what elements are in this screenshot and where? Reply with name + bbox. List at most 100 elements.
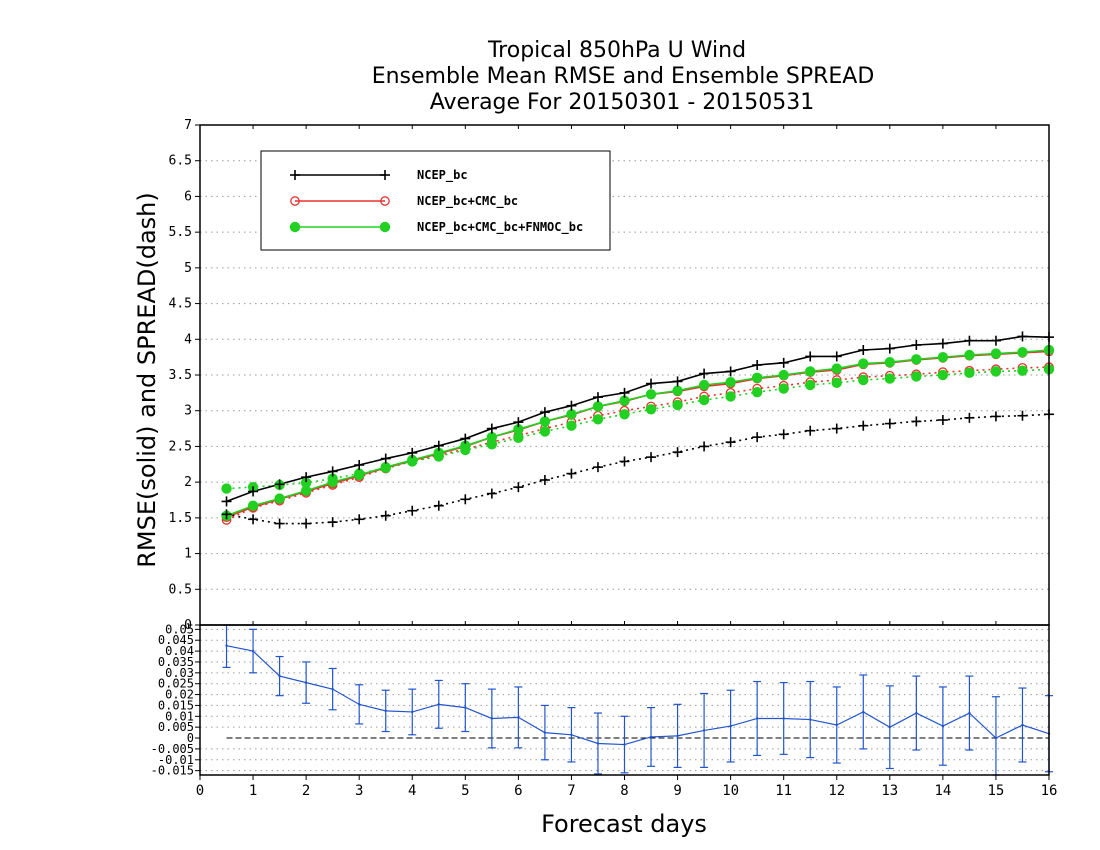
legend-item: NCEP_bc: [290, 168, 468, 183]
legend: NCEP_bc NCEP_bc+CMC_bc NCEP_bc+CMC_bc+FNMO…: [260, 150, 611, 251]
top-y-tick-label: 0.5: [169, 582, 192, 597]
rmse-point-ncep-bc: [937, 338, 948, 349]
spread-point-ncep-bc: [274, 518, 285, 529]
spread-point-ncep-bc-cmc-bc-fnmoc-bc: [1017, 365, 1028, 376]
legend-marker: [380, 170, 390, 180]
rmse-point-ncep-bc-cmc-bc-fnmoc-bc: [831, 363, 842, 374]
rmse-point-ncep-bc-cmc-bc-fnmoc-bc: [884, 356, 896, 368]
legend-marker: [290, 170, 300, 180]
legend-label: NCEP_bc+CMC_bc: [417, 194, 518, 209]
rmse-point-ncep-bc: [725, 366, 736, 377]
difference-point: [676, 734, 679, 738]
difference-point: [702, 729, 706, 732]
x-tick-label: 2: [302, 783, 310, 799]
rmse-point-ncep-bc: [1017, 331, 1028, 342]
spread-line-ncep-bc: [226, 413, 1050, 525]
bottom-y-tick-label: 0.05: [165, 622, 194, 636]
spread-point-ncep-bc: [566, 468, 577, 479]
difference-point: [517, 716, 520, 719]
x-tick-label: 12: [828, 783, 845, 799]
difference-point: [649, 735, 653, 739]
difference-point: [278, 674, 281, 678]
rmse-point-ncep-bc-cmc-bc-fnmoc-bc: [672, 385, 683, 396]
rmse-point-ncep-bc: [407, 447, 418, 458]
spread-point-ncep-bc-cmc-bc-fnmoc-bc: [619, 409, 630, 420]
rmse-point-ncep-bc: [274, 479, 285, 490]
difference-point: [225, 644, 228, 647]
spread-point-ncep-bc: [248, 514, 259, 525]
rmse-point-ncep-bc-cmc-bc-fnmoc-bc: [300, 485, 312, 496]
rmse-point-ncep-bc: [911, 340, 922, 350]
rmse-point-ncep-bc: [858, 345, 869, 355]
spread-point-ncep-bc-cmc-bc-fnmoc-bc: [513, 432, 524, 444]
rmse-point-ncep-bc-cmc-bc-fnmoc-bc: [725, 376, 736, 388]
spread-point-ncep-bc: [327, 517, 338, 528]
top-y-tick-label: 4: [184, 332, 192, 347]
spread-point-ncep-bc: [513, 482, 524, 493]
bottom-y-tick-label: 0.01: [165, 709, 194, 723]
spread-point-ncep-bc: [539, 475, 550, 485]
x-tick-label: 1: [249, 783, 257, 799]
spread-point-ncep-bc: [592, 462, 603, 473]
spread-point-ncep-bc: [646, 452, 657, 463]
rmse-point-ncep-bc-cmc-bc-fnmoc-bc: [911, 354, 922, 365]
rmse-point-ncep-bc-cmc-bc-fnmoc-bc: [486, 431, 498, 443]
difference-point: [782, 717, 785, 720]
spread-point-ncep-bc: [380, 510, 391, 521]
spread-line-ncep-bc-cmc-bc: [226, 366, 1050, 521]
legend-label: NCEP_bc: [417, 168, 468, 183]
spread-point-ncep-bc-cmc-bc-fnmoc-bc: [221, 483, 232, 494]
difference-point: [915, 711, 918, 715]
spread-point-ncep-bc: [884, 418, 895, 429]
rmse-point-ncep-bc-cmc-bc-fnmoc-bc: [380, 461, 391, 473]
bottom-panel-y-ticks: -0.015-0.01-0.00500.0050.010.0150.020.02…: [151, 622, 200, 778]
x-tick-label: 16: [1041, 783, 1058, 799]
legend-label: NCEP_bc+CMC_bc+FNMOC_bc: [417, 220, 583, 235]
rmse-point-ncep-bc-cmc-bc-fnmoc-bc: [353, 469, 365, 481]
spread-point-ncep-bc-cmc-bc-fnmoc-bc: [990, 366, 1002, 377]
rmse-point-ncep-bc: [619, 387, 630, 398]
x-tick-label: 3: [355, 783, 363, 799]
spread-point-ncep-bc: [460, 494, 471, 505]
bottom-y-tick-label: 0.005: [158, 720, 194, 734]
bottom-panel-series: [222, 624, 1053, 776]
rmse-point-ncep-bc: [831, 351, 842, 362]
bottom-y-tick-label: 0.04: [165, 644, 194, 658]
x-axis-label: Forecast days: [541, 810, 707, 838]
bottom-y-tick-label: 0.045: [158, 633, 194, 647]
rmse-point-ncep-bc-cmc-bc-fnmoc-bc: [778, 369, 789, 381]
x-tick-label: 7: [567, 783, 575, 799]
bottom-y-tick-label: -0.005: [151, 742, 194, 756]
rmse-point-ncep-bc-cmc-bc-fnmoc-bc: [327, 476, 338, 488]
spread-point-ncep-bc-cmc-bc-fnmoc-bc: [858, 374, 869, 386]
bottom-y-tick-label: 0.03: [165, 666, 194, 680]
bottom-y-tick-label: -0.01: [158, 753, 194, 767]
rmse-point-ncep-bc: [990, 335, 1001, 346]
rmse-point-ncep-bc: [460, 433, 471, 444]
rmse-point-ncep-bc-cmc-bc-fnmoc-bc: [805, 366, 816, 377]
rmse-point-ncep-bc: [221, 496, 232, 507]
difference-point: [862, 710, 865, 714]
rmse-point-ncep-bc-cmc-bc-fnmoc-bc: [539, 416, 551, 427]
spread-point-ncep-bc-cmc-bc-fnmoc-bc: [805, 379, 816, 391]
rmse-point-ncep-bc: [778, 357, 789, 368]
difference-point: [941, 724, 945, 728]
top-y-tick-label: 7: [184, 118, 192, 133]
spread-point-ncep-bc-cmc-bc-fnmoc-bc: [937, 369, 949, 381]
bottom-y-tick-label: -0.015: [151, 764, 194, 778]
spread-point-ncep-bc: [699, 441, 710, 452]
difference-point: [596, 742, 600, 745]
difference-point: [464, 706, 467, 709]
rmse-point-ncep-bc-cmc-bc-fnmoc-bc: [964, 349, 975, 361]
spread-point-ncep-bc-cmc-bc-fnmoc-bc: [751, 386, 763, 398]
difference-point: [251, 649, 255, 653]
spread-point-ncep-bc-cmc-bc-fnmoc-bc: [486, 439, 498, 450]
top-y-tick-label: 6.5: [169, 154, 192, 169]
spread-point-ncep-bc: [858, 420, 869, 431]
rmse-point-ncep-bc-cmc-bc-fnmoc-bc: [513, 424, 524, 435]
spread-point-ncep-bc: [964, 412, 975, 423]
x-tick-label: 11: [775, 783, 792, 799]
spread-point-ncep-bc-cmc-bc-fnmoc-bc: [831, 377, 842, 389]
spread-point-ncep-bc-cmc-bc-fnmoc-bc: [725, 391, 736, 402]
